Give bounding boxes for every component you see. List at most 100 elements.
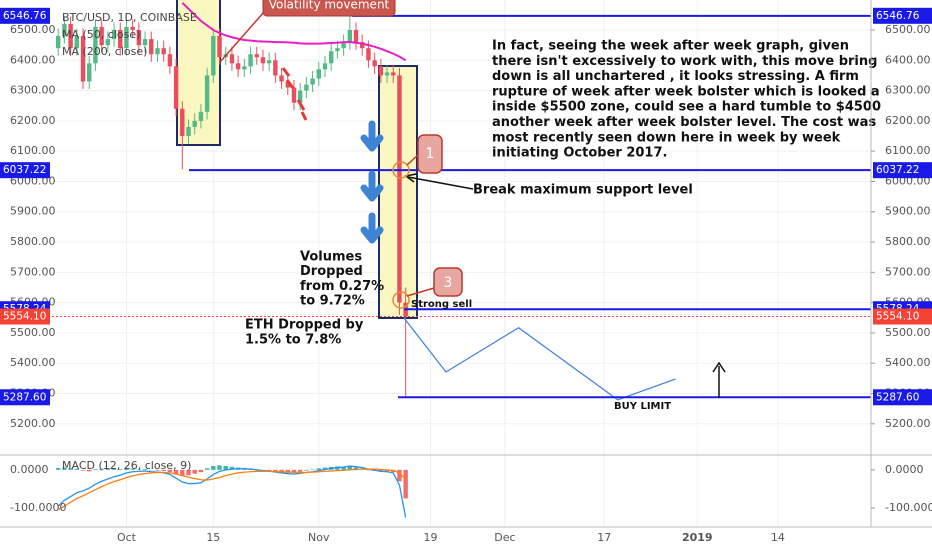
candle-body (180, 108, 185, 137)
y-tick-label: 5900.00 (885, 205, 931, 218)
buy-limit: BUY LIMIT (614, 401, 671, 412)
candle-body (155, 48, 160, 55)
candle-body (248, 54, 253, 67)
histogram-bar (68, 468, 73, 470)
candle-body (105, 39, 111, 46)
histogram-bar (366, 469, 371, 471)
histogram-bar (341, 466, 346, 470)
candle-body (161, 48, 166, 55)
y-tick-label: 6100.00 (885, 144, 931, 157)
note-line: ETH Dropped by (245, 318, 364, 333)
marker-label: 1 (426, 146, 435, 162)
y-tick-label: 5800.00 (885, 235, 931, 248)
candle-body (87, 63, 92, 82)
histogram-bar (105, 468, 111, 470)
histogram-bar (211, 466, 216, 470)
histogram-bar (56, 467, 61, 470)
candle-body (285, 81, 290, 88)
callout-pointer (219, 11, 265, 63)
price-label: 6037.22 (3, 164, 46, 176)
histogram-bar (223, 466, 228, 470)
histogram-bar (93, 469, 98, 470)
x-tick-label: 15 (206, 531, 220, 544)
down-arrows (360, 120, 384, 244)
candle-body (211, 36, 216, 76)
candle-body (366, 48, 371, 61)
y-tick-label: 5700.00 (10, 265, 56, 278)
legend-entry: MA (200, close) (62, 45, 147, 58)
x-tick-label: 2019 (682, 531, 713, 544)
y-tick-label: 5800.00 (10, 235, 56, 248)
pointer-arrow (407, 176, 474, 190)
candle-body (68, 23, 73, 49)
histogram-bar (124, 468, 129, 470)
histogram-bar (217, 465, 222, 470)
y-tick-label: 5200.00 (10, 417, 56, 430)
marker-pointer (406, 154, 419, 166)
candle-body (217, 36, 222, 58)
ma-line (181, 2, 407, 62)
price-label-box (0, 389, 50, 406)
histogram-bar (142, 469, 148, 470)
candle-body (384, 72, 390, 76)
candle-body (378, 66, 384, 76)
strong-sell: Strong sell (411, 299, 472, 310)
histogram-bar (403, 469, 408, 499)
note-line: rupture of week after week bolster which… (492, 84, 880, 99)
candle-body (304, 84, 309, 91)
price-label-box (873, 389, 932, 406)
y-tick-label: 6400.00 (885, 53, 931, 66)
x-tick-label: Nov (308, 531, 330, 544)
note-line: from 0.27% (300, 279, 384, 294)
histogram-bar (186, 469, 191, 476)
candle-body (235, 63, 241, 70)
price-label: 6546.76 (876, 10, 920, 22)
y-tick-label: 5400.00 (885, 356, 931, 369)
candle-body (360, 42, 365, 49)
histogram-bar (173, 469, 179, 475)
price-label: 5554.10 (876, 311, 919, 323)
price-label-box (0, 7, 50, 24)
y-tick-label: 6200.00 (885, 114, 931, 127)
y-tick-label: 6500.00 (885, 23, 931, 36)
histogram-bar (155, 469, 160, 471)
x-tick-label: Oct (117, 531, 137, 544)
candle-body (136, 29, 142, 46)
candle-body (74, 36, 80, 49)
drawings: Volatility movement 1 3 Strong sell BUY … (219, 0, 881, 412)
notes: In fact, seeing the week after week grap… (245, 39, 881, 348)
candle-body (297, 90, 303, 103)
histogram-bar (130, 468, 135, 470)
legend-entry: MA (50, close) (62, 28, 140, 41)
candle-body (167, 54, 173, 67)
price-label-box (0, 308, 50, 325)
note-line: most recently seen down here in week by … (492, 130, 841, 145)
y-tick-label: 0.0000 (885, 463, 924, 476)
y-tick-label: 6100.00 (10, 144, 56, 157)
price-label: 6037.22 (876, 164, 919, 176)
candle-body (111, 29, 117, 40)
histogram-bar (273, 469, 278, 472)
histogram-bar (111, 467, 117, 470)
candle-body (266, 60, 272, 64)
histogram-bar (204, 468, 210, 470)
histogram-bar (397, 469, 402, 482)
candle-body (229, 54, 235, 64)
candle-body (372, 60, 377, 67)
histogram-bar (285, 469, 290, 473)
candle-body (56, 36, 61, 49)
candle-body (254, 54, 259, 58)
histogram-bar (167, 469, 173, 473)
histogram-bar (353, 467, 359, 470)
grid (52, 0, 871, 527)
note-line: down is all unchartered , it looks stres… (492, 69, 859, 84)
histogram-bar (316, 468, 321, 470)
red-ticks (281, 67, 308, 121)
candle-body (397, 75, 402, 303)
y-tick-label: 5500.00 (10, 326, 56, 339)
histogram-bar (99, 468, 104, 470)
histogram-bar (198, 469, 204, 473)
candle-body (204, 75, 210, 112)
note-line: In fact, seeing the week after week grap… (492, 39, 849, 54)
